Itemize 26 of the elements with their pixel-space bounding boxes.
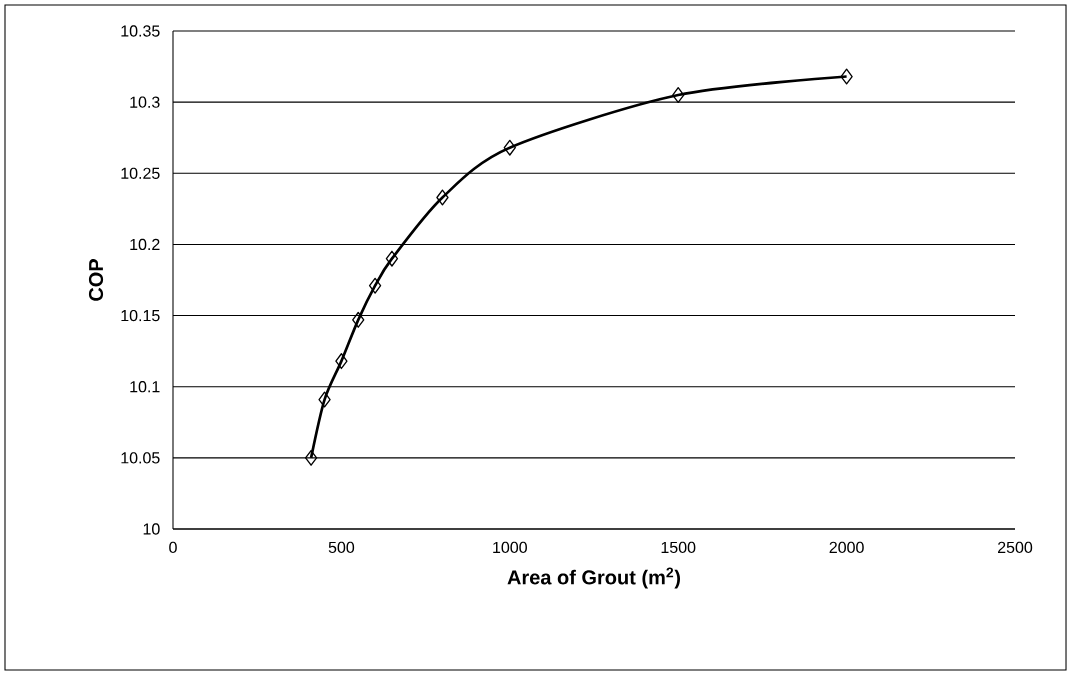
- x-tick-label: 1000: [493, 541, 527, 554]
- x-tick-label: 2000: [829, 541, 864, 554]
- x-axis-title: Area of Grout (m$^{2}$): [507, 567, 681, 589]
- y-tick-label: 10.3: [130, 96, 160, 108]
- point: [672, 87, 685, 104]
- point: [318, 391, 331, 408]
- y-tick-label: 10.15: [121, 309, 160, 322]
- y-tick-label: 10.1: [130, 381, 160, 393]
- point: [436, 189, 449, 206]
- y-tick-label: 10: [143, 523, 160, 535]
- x-tick-label: 0: [169, 541, 177, 554]
- y-tick-label: 10.35: [121, 25, 160, 37]
- x-tick-label: 500: [328, 541, 355, 554]
- y-axis-title: COP: [88, 259, 104, 301]
- point: [503, 139, 516, 156]
- point: [368, 277, 382, 294]
- point: [840, 68, 853, 85]
- x-tick-label: 2500: [998, 541, 1033, 554]
- y-tick-label: 10.05: [121, 452, 160, 464]
- point: [385, 250, 399, 267]
- x-tick-label: 1500: [661, 541, 696, 554]
- point: [352, 311, 365, 328]
- y-tick-label: 10.25: [121, 167, 160, 179]
- y-tick-label: 10.2: [130, 238, 160, 251]
- point: [335, 353, 348, 370]
- point: [304, 449, 318, 466]
